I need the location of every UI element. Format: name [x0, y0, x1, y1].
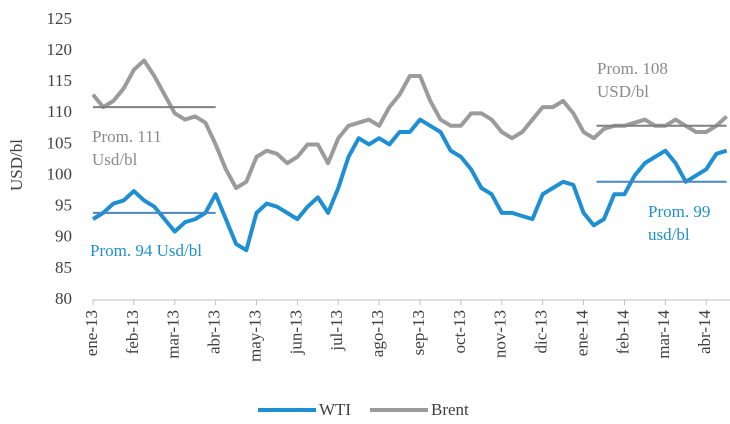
x-tick-label: abr-14: [695, 310, 714, 355]
y-tick-label: 95: [55, 196, 72, 215]
y-tick-label: 105: [47, 133, 73, 152]
y-tick-label: 80: [55, 289, 72, 308]
y-tick-label: 100: [47, 164, 73, 183]
y-tick-label: 115: [47, 71, 72, 90]
series-line: [91, 117, 728, 253]
average-annotation: Prom. 94 Usd/bl: [90, 241, 202, 260]
average-annotation: Usd/bl: [92, 150, 138, 169]
legend-label: Brent: [431, 400, 469, 419]
average-annotation: USD/bl: [597, 82, 649, 101]
average-annotation: Prom. 111: [92, 127, 162, 146]
x-tick-label: mar-13: [164, 310, 183, 359]
average-annotation: Prom. 108: [597, 59, 668, 78]
x-tick-label: ago-13: [368, 310, 387, 357]
y-tick-label: 90: [55, 227, 72, 246]
x-tick-label: ene-14: [572, 310, 591, 357]
x-tick-label: oct-13: [450, 310, 469, 353]
y-tick-label: 120: [47, 40, 73, 59]
average-annotation: Prom. 99: [648, 202, 710, 221]
x-tick-label: nov-13: [491, 310, 510, 358]
x-tick-label: ene-13: [82, 310, 101, 356]
x-tick-label: dic-13: [532, 310, 551, 353]
x-tick-label: jun-13: [286, 310, 305, 355]
y-tick-label: 85: [55, 258, 72, 277]
average-annotation: usd/bl: [648, 225, 690, 244]
x-tick-label: feb-14: [613, 310, 632, 355]
y-tick-label: 110: [47, 102, 72, 121]
x-tick-label: sep-13: [409, 310, 428, 355]
x-tick-label: feb-13: [123, 310, 142, 354]
x-tick-label: mar-14: [654, 310, 673, 359]
x-tick-label: jul-13: [327, 310, 346, 352]
legend-label: WTI: [319, 400, 351, 419]
y-tick-label: 125: [47, 9, 73, 28]
y-axis-label: USD/bl: [7, 139, 26, 191]
x-tick-label: abr-13: [205, 310, 224, 354]
series-line: [91, 58, 728, 190]
x-tick-label: may-13: [245, 310, 264, 362]
